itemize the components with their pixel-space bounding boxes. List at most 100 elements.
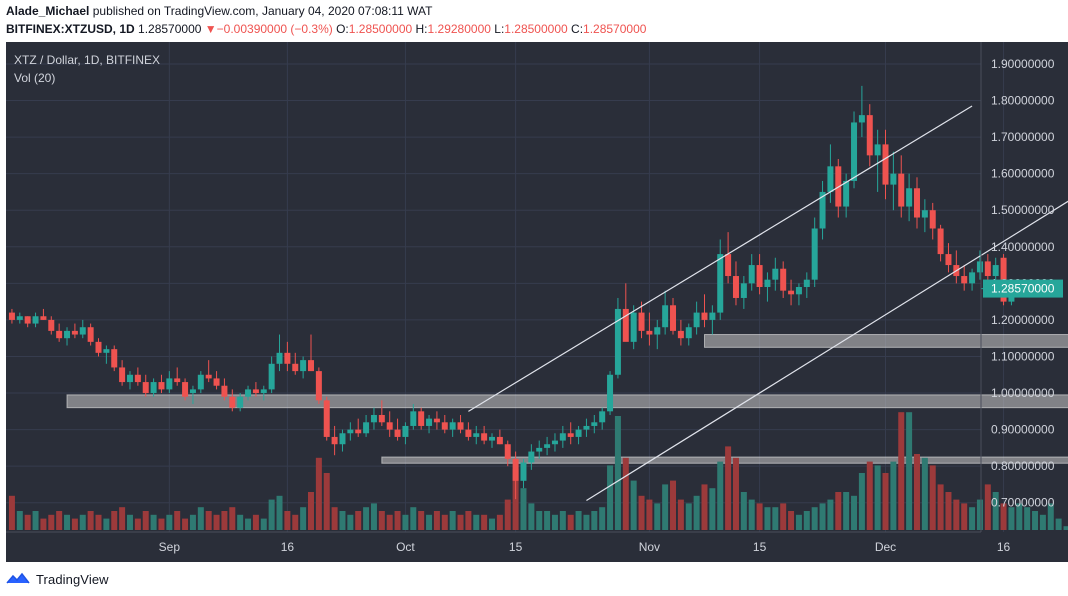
volume-bar [158, 518, 165, 530]
author-name[interactable]: Alade_Michael [6, 4, 90, 18]
candle-body [709, 312, 716, 320]
price-chart[interactable]: 0.70000000 0.80000000 0.90000000 1.00000000… [6, 42, 1068, 562]
volume-bar [370, 503, 377, 530]
volume-bar [496, 514, 503, 530]
candle-body [937, 228, 944, 255]
volume-bar [142, 511, 149, 530]
candle-body [370, 414, 377, 423]
volume-bar [119, 507, 126, 530]
candle-body [457, 422, 464, 430]
volume-bar [307, 492, 314, 530]
candle-body [410, 411, 417, 426]
volume-bar [937, 484, 944, 530]
volume-bar [559, 511, 566, 530]
price-tick-label: 0.80000000 [991, 459, 1055, 473]
candle-body [764, 279, 771, 287]
volume-bar [394, 511, 401, 530]
candle-body [945, 254, 952, 266]
candle-body [717, 254, 724, 313]
candle-body [677, 330, 684, 339]
trend-lines [468, 105, 1068, 502]
candle-body [71, 330, 78, 335]
volume-bar [40, 518, 47, 530]
volume-bar [803, 511, 810, 530]
candle-body [819, 191, 826, 229]
volume-bar [205, 511, 212, 530]
time-tick-label: 16 [281, 540, 295, 554]
candle-body [276, 352, 283, 364]
volume-bar [764, 507, 771, 530]
volume-bar [126, 514, 133, 530]
candle-body [56, 330, 63, 339]
price-tick-label: 1.40000000 [991, 240, 1055, 254]
volume-bar [213, 514, 220, 530]
volume-bar [654, 503, 661, 530]
candle-body [197, 374, 204, 390]
candle-body [622, 308, 629, 342]
volume-bar [984, 484, 991, 530]
volume-bar [134, 518, 141, 530]
candle-body [32, 316, 39, 324]
volume-bar [111, 511, 118, 530]
candle-body [890, 173, 897, 185]
candle-body [284, 352, 291, 364]
volume-bar [323, 473, 330, 530]
candle-body [701, 312, 708, 320]
candle-body [866, 115, 873, 156]
candle-body [591, 422, 598, 426]
candle-body [331, 436, 338, 445]
volume-bar [748, 499, 755, 530]
volume-bar [260, 518, 267, 530]
volume-bar [229, 507, 236, 530]
publish-info: Alade_Michael published on TradingView.c… [6, 4, 433, 18]
trend-line [468, 105, 973, 412]
volume-bar [339, 511, 346, 530]
volume-bar [772, 507, 779, 530]
candle-body [992, 265, 999, 277]
price-tick-label: 0.70000000 [991, 496, 1055, 510]
volume-bar [174, 511, 181, 530]
volume-bar [591, 511, 598, 530]
volume-bar [614, 416, 621, 530]
high-label: H: [415, 22, 428, 36]
volume-bar [457, 514, 464, 530]
volume-bar [992, 492, 999, 530]
chart-area[interactable]: 0.70000000 0.80000000 0.90000000 1.00000000… [6, 42, 1068, 562]
candle-body [182, 382, 189, 397]
volume-bar [709, 488, 716, 530]
volume-bar [1008, 507, 1015, 530]
candle-body [811, 228, 818, 280]
candle-body [559, 433, 566, 441]
volume-bar [520, 488, 527, 530]
volume-bar [24, 514, 31, 530]
time-axis[interactable]: Sep16Oct15Nov15Dec16202015 [159, 540, 1068, 554]
candle-body [662, 305, 669, 328]
candle-body [756, 265, 763, 287]
volume-bar [363, 507, 370, 530]
price-axis[interactable]: 0.70000000 0.80000000 0.90000000 1.00000000… [991, 57, 1055, 510]
candle-body [481, 433, 488, 441]
candle-body [355, 429, 362, 434]
price-change: −0.00390000 (−0.3%) [216, 22, 333, 36]
candle-body [976, 261, 983, 273]
volume-bar [677, 499, 684, 530]
candle-body [725, 254, 732, 277]
high-value: 1.29280000 [427, 22, 491, 36]
candle-body [512, 458, 519, 481]
brand-name: TradingView [36, 571, 109, 587]
volume-bar [795, 514, 802, 530]
volume-bar [465, 511, 472, 530]
candle-body [103, 349, 110, 353]
candle-body [654, 327, 661, 335]
volume-bar [489, 518, 496, 530]
volume-bar [725, 446, 732, 530]
volume-bar [402, 514, 409, 530]
volume-bar [512, 469, 519, 530]
volume-bar [819, 503, 826, 530]
footer-brand[interactable]: TradingView [6, 568, 109, 590]
candle-body [268, 363, 275, 390]
volume-bar [567, 514, 574, 530]
volume-bar [906, 412, 913, 530]
volume-bar [843, 492, 850, 530]
candle-body [913, 188, 920, 218]
